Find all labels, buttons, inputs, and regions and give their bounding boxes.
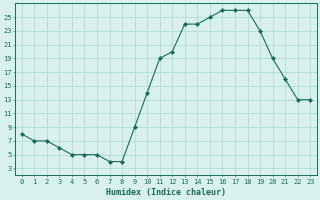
- X-axis label: Humidex (Indice chaleur): Humidex (Indice chaleur): [106, 188, 226, 197]
